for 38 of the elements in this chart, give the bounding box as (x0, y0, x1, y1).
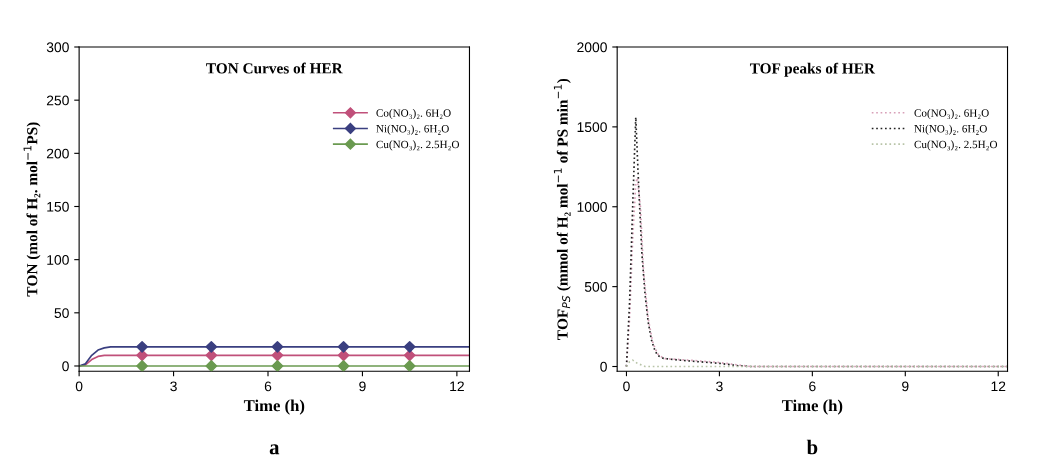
y-tick-label: 2000 (577, 42, 607, 53)
y-tick-label: 300 (46, 42, 69, 53)
x-tick-label: 3 (716, 381, 723, 392)
x-tick-label: 6 (809, 381, 816, 392)
y-axis-title: TOF$_{PS}$ (mmol of H₂ mol$^{−1}$ of PS min$^{−1}$) (553, 78, 571, 340)
text: b (806, 439, 818, 455)
x-tick-label: 12 (991, 381, 1006, 392)
y-tick-label: 0 (600, 361, 607, 372)
x-tick-label: 0 (75, 381, 83, 392)
y-tick-label: 150 (47, 201, 69, 212)
text: TON Curves of HER (206, 62, 343, 74)
legend-label: Ni(NO₃)₂. 6H₂O (376, 124, 449, 135)
x-tick-label: 0 (623, 381, 630, 392)
y-tick-label: 50 (54, 308, 69, 318)
x-axis-title: Time (h) (781, 399, 843, 415)
x-axis-title: Time (h) (243, 399, 305, 415)
legend-label: Ni(NO₃)₂. 6H₂O (914, 124, 987, 135)
x-tick-label: 9 (359, 381, 366, 392)
y-tick-label: 100 (47, 254, 69, 265)
line-series (625, 359, 1008, 368)
x-tick-label: 3 (170, 381, 177, 392)
text: TOF peaks of HER (749, 62, 876, 77)
text: a (269, 444, 280, 455)
x-tick-label: 6 (264, 381, 272, 392)
y-tick-label: 1500 (577, 122, 607, 133)
legend-label: Co(NO₃)₂. 6H₂O (914, 108, 989, 120)
legend-label: Co(NO₃)₂. 6H₂O (376, 108, 451, 120)
x-tick-label: 12 (450, 381, 464, 392)
y-tick-label: 0 (62, 361, 69, 372)
legend-label: Cu(NO₃)₂. 2.5H₂O (914, 140, 998, 151)
y-tick-label: 1000 (577, 202, 607, 212)
line-series (625, 177, 1008, 368)
y-tick-label: 250 (46, 95, 69, 106)
y-tick-label: 200 (46, 148, 69, 159)
x-tick-label: 9 (902, 381, 909, 392)
y-axis-title: TON (mol of H₂. mol$^{−1}$PS) (23, 122, 41, 297)
legend-label: Cu(NO₃)₂. 2.5H₂O (376, 140, 460, 151)
y-tick-label: 500 (584, 281, 607, 292)
